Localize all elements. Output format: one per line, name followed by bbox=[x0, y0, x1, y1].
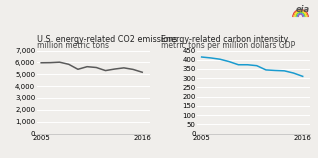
Text: million metric tons: million metric tons bbox=[37, 41, 108, 50]
Text: eia: eia bbox=[296, 5, 310, 14]
Text: metric tons per million dollars GDP: metric tons per million dollars GDP bbox=[161, 41, 295, 50]
Text: Energy-related carbon intensity: Energy-related carbon intensity bbox=[161, 35, 288, 44]
Text: U.S. energy-related CO2 emissions: U.S. energy-related CO2 emissions bbox=[37, 35, 177, 44]
